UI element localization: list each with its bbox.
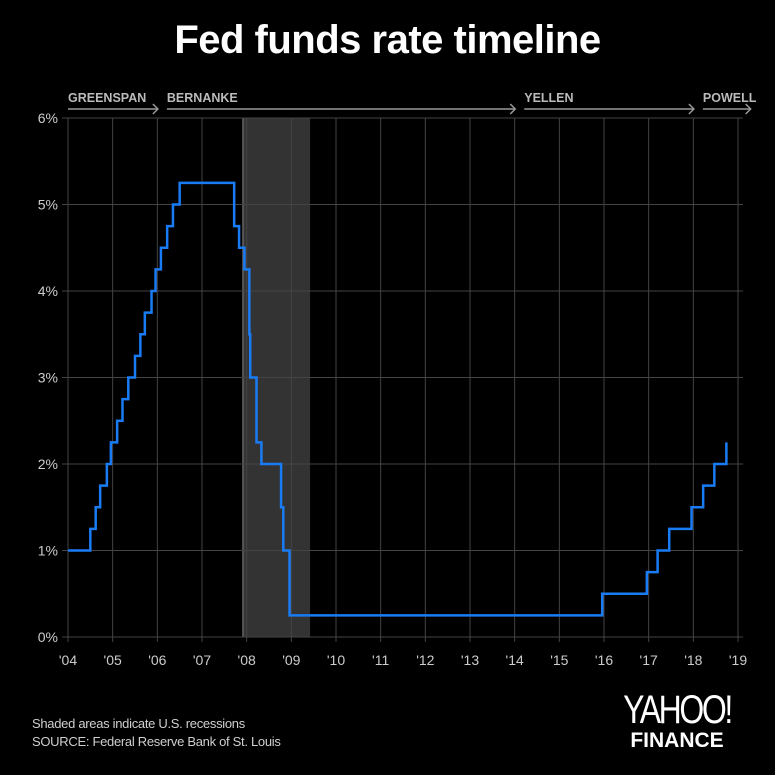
arrow-right-icon [152,103,159,115]
chart-title: Fed funds rate timeline [174,18,601,62]
arrow-right-icon [745,103,752,115]
x-tick-label: '08 [238,652,256,668]
x-tick-label: '04 [59,652,77,668]
x-tick-label: '07 [193,652,211,668]
arrow-right-icon [509,103,517,115]
x-tick-label: '18 [684,652,702,668]
source-note: SOURCE: Federal Reserve Bank of St. Loui… [32,734,281,749]
x-tick-label: '09 [282,652,300,668]
chair-label: BERNANKE [167,91,238,105]
y-tick-label: 1% [38,543,58,559]
arrow-right-icon [688,103,695,115]
recession-note: Shaded areas indicate U.S. recessions [32,716,245,731]
x-tick-label: '16 [595,652,613,668]
x-tick-label: '14 [506,652,524,668]
x-tick-label: '10 [327,652,345,668]
x-tick-label: '11 [372,652,389,668]
chair-label: GREENSPAN [68,91,146,105]
x-tick-label: '13 [461,652,479,668]
logo-yahoo-text: YAHOO! [623,688,733,732]
x-tick-label: '05 [104,652,122,668]
logo-finance-text: FINANCE [630,729,724,752]
y-tick-label: 6% [38,110,58,126]
y-tick-label: 5% [38,197,58,213]
y-tick-label: 0% [38,629,58,645]
y-tick-label: 3% [38,370,58,386]
x-tick-label: '06 [148,652,166,668]
x-tick-label: '12 [416,652,434,668]
rate-line [68,181,728,617]
y-tick-label: 4% [38,283,58,299]
y-tick-label: 2% [38,456,58,472]
x-tick-label: '15 [550,652,568,668]
chair-label: POWELL [703,91,757,105]
x-tick-label: '19 [729,652,747,668]
chair-label: YELLEN [524,91,573,105]
x-tick-label: '17 [640,652,658,668]
yahoo-finance-logo: YAHOO! FINANCE [602,690,752,752]
